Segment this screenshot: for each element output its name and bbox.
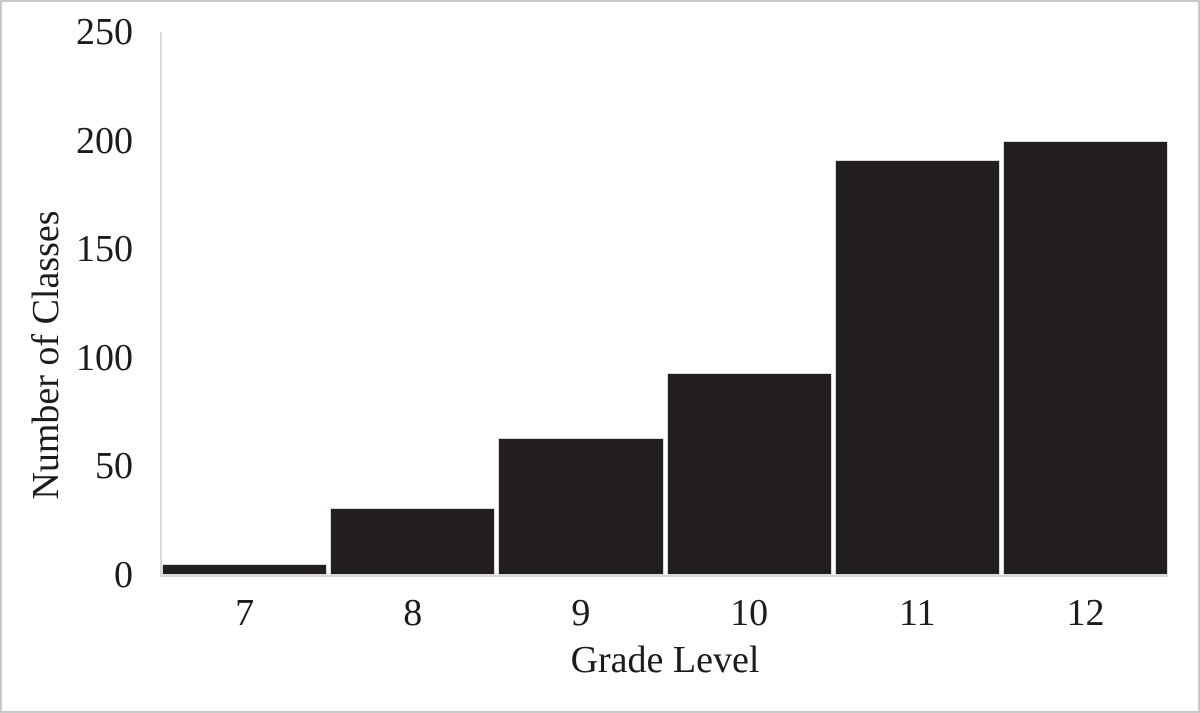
x-axis-tick-label: 9: [571, 592, 591, 634]
x-axis-tick-label: 8: [403, 592, 423, 634]
y-axis-tick-label: 250: [76, 11, 133, 53]
bar: [162, 564, 328, 575]
y-axis-tick-label: 50: [95, 445, 133, 488]
y-axis-tick-label: 200: [76, 119, 133, 162]
y-axis-tick-label: 150: [76, 228, 133, 271]
bar: [330, 507, 496, 575]
bar: [834, 160, 1000, 575]
x-axis-title: Grade Level: [570, 639, 760, 681]
x-axis-tick-labels: 7 8 9 10 11 12: [162, 594, 1168, 632]
x-axis-tick-label: 7: [235, 592, 255, 634]
plot-area: [160, 32, 1169, 577]
y-axis-tick-label: 100: [76, 336, 133, 379]
bar: [666, 373, 832, 575]
bar: [498, 438, 664, 575]
x-axis-tick-label: 12: [1066, 592, 1105, 634]
x-axis-tick-label: 10: [730, 592, 769, 634]
y-axis-tick-label: 0: [114, 554, 133, 596]
x-axis-tick-label: 11: [898, 592, 936, 634]
bars-container: [162, 32, 1169, 575]
bar: [1002, 140, 1169, 575]
